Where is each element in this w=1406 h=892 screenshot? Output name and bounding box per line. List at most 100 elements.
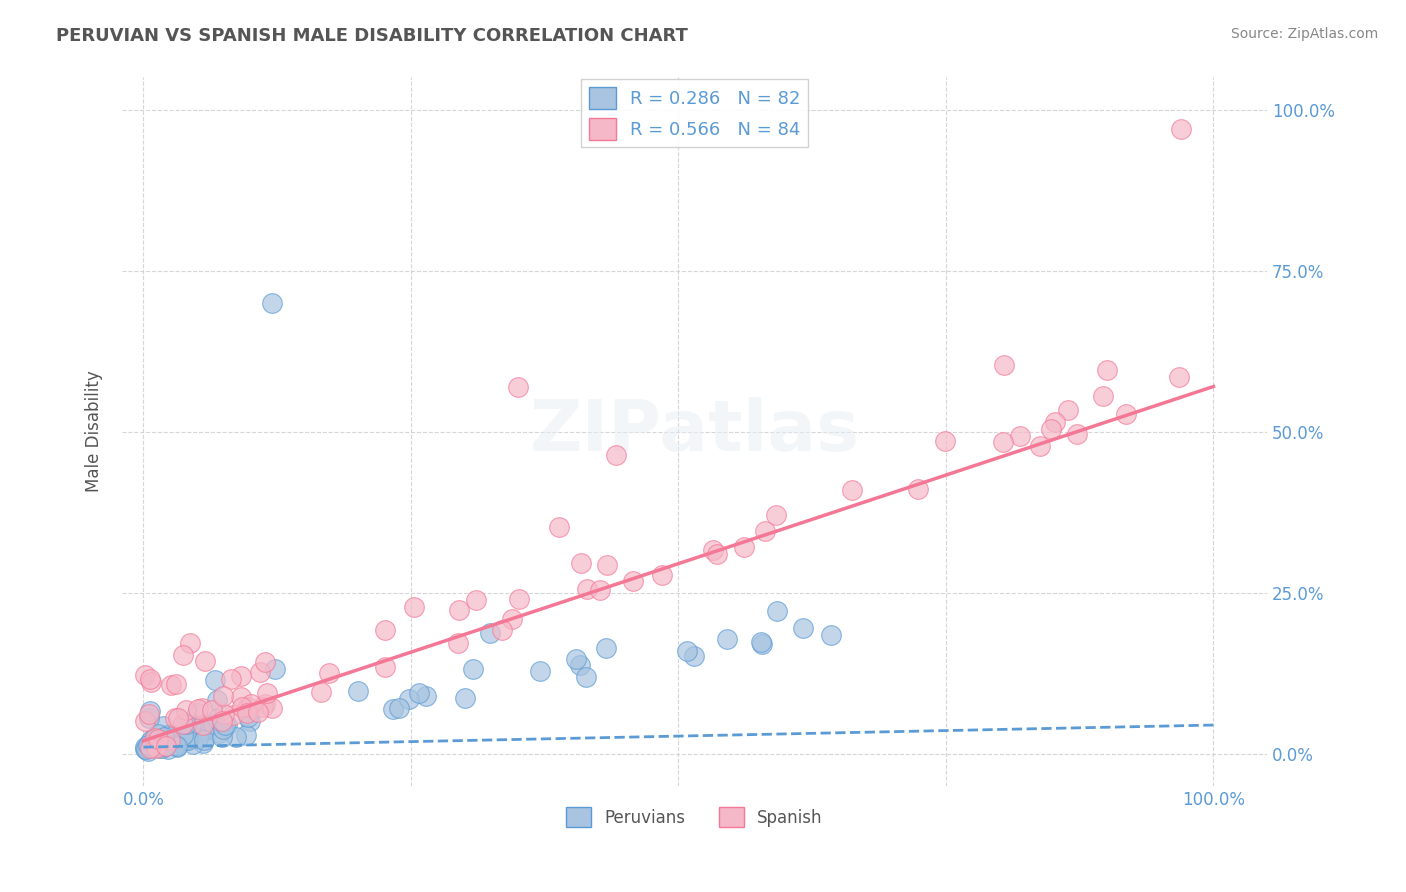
Point — [569, 658, 592, 673]
Point — [347, 684, 370, 698]
Point — [263, 662, 285, 676]
Point — [148, 727, 170, 741]
Point — [706, 547, 728, 561]
Point — [491, 623, 513, 637]
Point — [163, 711, 186, 725]
Point — [166, 739, 188, 753]
Point — [993, 435, 1015, 450]
Point — [145, 741, 167, 756]
Point — [820, 628, 842, 642]
Point — [1057, 403, 1080, 417]
Point — [195, 721, 218, 735]
Point — [142, 735, 165, 749]
Point — [575, 670, 598, 684]
Point — [221, 708, 243, 723]
Point — [139, 704, 162, 718]
Point — [408, 686, 430, 700]
Point — [134, 667, 156, 681]
Point — [193, 733, 215, 747]
Point — [461, 662, 484, 676]
Point — [139, 741, 162, 756]
Legend: Peruvians, Spanish: Peruvians, Spanish — [560, 800, 830, 834]
Point — [240, 698, 263, 712]
Point — [162, 736, 184, 750]
Point — [236, 706, 259, 720]
Point — [211, 722, 233, 736]
Point — [153, 730, 176, 744]
Point — [194, 723, 217, 737]
Point — [249, 665, 271, 679]
Point — [1010, 428, 1032, 442]
Point — [589, 583, 612, 598]
Point — [374, 623, 396, 637]
Point — [651, 567, 673, 582]
Point — [148, 740, 170, 755]
Point — [565, 652, 588, 666]
Point — [398, 691, 420, 706]
Point — [239, 714, 262, 729]
Point — [1115, 407, 1137, 421]
Point — [148, 732, 170, 747]
Point — [1097, 363, 1119, 377]
Y-axis label: Male Disability: Male Disability — [86, 371, 103, 492]
Point — [160, 678, 183, 692]
Point — [596, 558, 619, 572]
Point — [1040, 422, 1063, 436]
Point — [529, 664, 551, 678]
Point — [749, 634, 772, 648]
Point — [152, 718, 174, 732]
Point — [204, 673, 226, 688]
Point — [143, 731, 166, 745]
Point — [165, 677, 187, 691]
Point — [260, 295, 283, 310]
Point — [134, 741, 156, 756]
Point — [464, 592, 486, 607]
Point — [186, 706, 208, 721]
Point — [1167, 370, 1189, 384]
Point — [256, 686, 278, 700]
Point — [148, 731, 170, 746]
Point — [993, 358, 1015, 372]
Point — [716, 632, 738, 647]
Point — [1045, 415, 1067, 429]
Point — [138, 711, 160, 725]
Point — [172, 648, 194, 662]
Point — [311, 685, 333, 699]
Point — [201, 703, 224, 717]
Point — [702, 543, 724, 558]
Point — [676, 644, 699, 658]
Point — [246, 705, 269, 719]
Point — [136, 740, 159, 755]
Point — [205, 693, 228, 707]
Point — [751, 637, 773, 651]
Point — [225, 730, 247, 744]
Point — [179, 636, 201, 650]
Point — [388, 701, 411, 715]
Point — [156, 741, 179, 756]
Point — [1092, 388, 1115, 402]
Point — [501, 612, 523, 626]
Point — [150, 740, 173, 755]
Point — [142, 731, 165, 746]
Point — [136, 744, 159, 758]
Point — [229, 690, 252, 704]
Point — [141, 675, 163, 690]
Point — [180, 718, 202, 732]
Point — [138, 707, 160, 722]
Point — [382, 702, 405, 716]
Point — [754, 524, 776, 538]
Point — [149, 739, 172, 753]
Point — [236, 700, 259, 714]
Point — [569, 556, 592, 570]
Point — [478, 625, 501, 640]
Point — [1170, 122, 1192, 136]
Point — [145, 739, 167, 753]
Point — [172, 717, 194, 731]
Point — [141, 732, 163, 747]
Point — [621, 574, 644, 588]
Point — [454, 690, 477, 705]
Point — [215, 717, 238, 731]
Point — [174, 717, 197, 731]
Point — [187, 731, 209, 745]
Point — [447, 603, 470, 617]
